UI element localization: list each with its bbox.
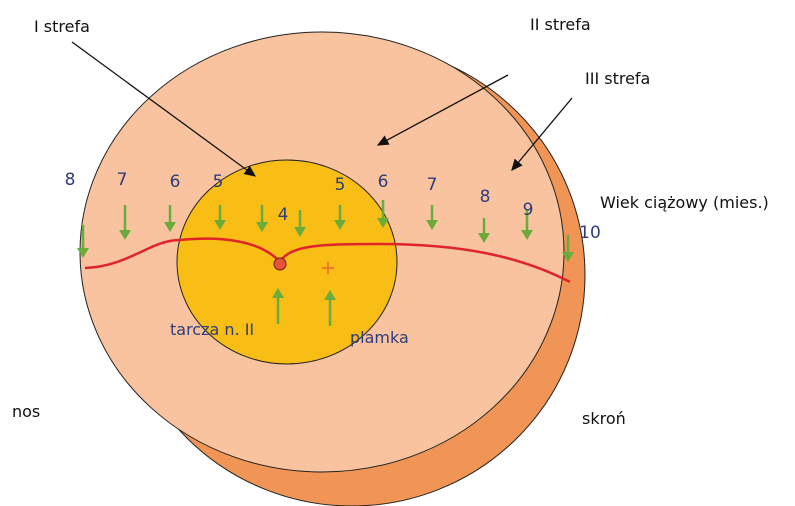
macula-label: plamka (350, 328, 409, 347)
month-label: 8 (480, 187, 491, 207)
month-label: 4 (278, 205, 289, 225)
month-label: 5 (335, 175, 346, 195)
diagram: I strefa II strefa III strefa Wiek ciążo… (0, 0, 795, 506)
month-label: 6 (378, 172, 389, 192)
page: {"labels": {"zone1": "I strefa", "zone2"… (0, 0, 795, 506)
month-label: 9 (523, 200, 534, 220)
month-label: 5 (213, 172, 224, 192)
nose-label: nos (12, 402, 40, 421)
zone1-label: I strefa (34, 17, 90, 36)
optic-disc (274, 258, 286, 270)
temple-label: skroń (582, 409, 626, 428)
month-label: 7 (427, 175, 438, 195)
disc-label: tarcza n. II (170, 320, 254, 339)
month-label: 6 (170, 172, 181, 192)
zone3-label: III strefa (585, 69, 650, 88)
zone2-label: II strefa (530, 15, 591, 34)
month-label: 10 (579, 223, 601, 243)
age-label: Wiek ciążowy (mies.) (600, 193, 769, 212)
month-label: 8 (65, 170, 76, 190)
month-label: 7 (117, 170, 128, 190)
